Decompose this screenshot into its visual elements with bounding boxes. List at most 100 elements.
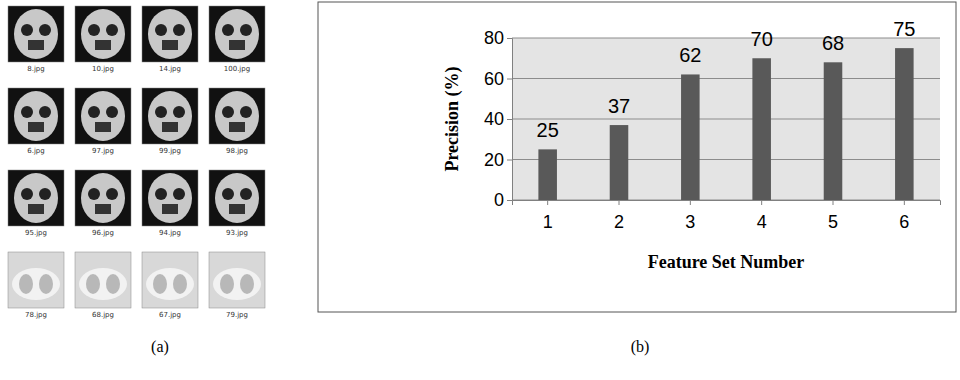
image-caption: 98.jpg <box>226 147 248 155</box>
axis-line <box>507 39 513 201</box>
bars <box>538 48 913 200</box>
image-thumbnail: 14.jpg <box>142 6 198 73</box>
image-frame <box>8 88 64 144</box>
image-orbit <box>88 106 100 118</box>
image-head <box>148 91 192 141</box>
tick-mark <box>904 200 905 205</box>
image-head <box>14 91 58 141</box>
image-orbit <box>39 24 51 36</box>
bar <box>895 48 914 200</box>
image-lung <box>153 274 167 294</box>
image-head <box>215 91 259 141</box>
image-lung <box>173 274 187 294</box>
image-caption: 95.jpg <box>25 229 47 237</box>
image-lung <box>106 274 120 294</box>
image-frame <box>75 88 131 144</box>
tick-mark <box>690 200 691 205</box>
image-frame <box>209 170 265 226</box>
plot-background <box>512 38 940 200</box>
tick: 5 <box>828 200 838 232</box>
image-caption: 6.jpg <box>27 147 45 155</box>
image-body <box>79 268 127 300</box>
bar <box>824 62 843 200</box>
image-orbit <box>39 106 51 118</box>
image-frame <box>75 252 131 308</box>
image-caption: 96.jpg <box>92 229 114 237</box>
image-sinus <box>28 204 44 214</box>
image-orbit <box>240 106 252 118</box>
chart-frame <box>318 2 956 312</box>
image-caption: 68.jpg <box>92 311 114 319</box>
image-frame <box>75 170 131 226</box>
image-orbit <box>88 24 100 36</box>
image-thumbnail: 93.jpg <box>209 170 265 237</box>
panel-label: (a) <box>151 338 169 356</box>
grid-line <box>512 159 940 160</box>
data-label: 75 <box>893 18 915 40</box>
image-orbit <box>155 106 167 118</box>
tick-label: 2 <box>614 212 624 232</box>
grid-line <box>512 78 940 79</box>
image-thumbnail: 95.jpg <box>8 170 64 237</box>
image-orbit <box>240 24 252 36</box>
image-orbit <box>222 188 234 200</box>
image-caption: 94.jpg <box>159 229 181 237</box>
image-frame <box>209 88 265 144</box>
image-head <box>215 173 259 223</box>
image-lung <box>220 274 234 294</box>
tick: 0 <box>494 190 512 210</box>
bar <box>752 58 771 200</box>
image-thumbnail: 100.jpg <box>209 6 265 73</box>
tick-label: 40 <box>484 109 504 129</box>
image-orbit <box>39 188 51 200</box>
image-frame <box>142 170 198 226</box>
image-sinus <box>28 122 44 132</box>
image-sinus <box>95 40 111 50</box>
x-axis: 123456 <box>513 200 941 232</box>
image-thumbnail: 10.jpg <box>75 6 131 73</box>
image-orbit <box>222 106 234 118</box>
tick-label: 60 <box>484 69 504 89</box>
image-orbit <box>173 188 185 200</box>
tick-label: 1 <box>543 212 553 232</box>
image-caption: 93.jpg <box>226 229 248 237</box>
image-orbit <box>88 188 100 200</box>
image-frame <box>209 252 265 308</box>
image-thumbnail: 67.jpg <box>142 252 198 319</box>
image-thumbnail: 99.jpg <box>142 88 198 155</box>
image-thumbnail: 68.jpg <box>75 252 131 319</box>
data-label: 37 <box>608 95 630 117</box>
axis-line <box>513 201 941 206</box>
image-lung <box>86 274 100 294</box>
tick-label: 5 <box>828 212 838 232</box>
image-lung <box>39 274 53 294</box>
tick-label: 80 <box>484 28 504 48</box>
image-caption: 79.jpg <box>226 311 248 319</box>
tick: 1 <box>543 200 553 232</box>
image-body <box>12 268 60 300</box>
image-orbit <box>21 188 33 200</box>
tick-mark <box>833 200 834 205</box>
image-thumbnail: 6.jpg <box>8 88 64 155</box>
tick-label: 0 <box>494 190 504 210</box>
image-orbit <box>155 188 167 200</box>
image-frame <box>142 252 198 308</box>
image-thumbnail: 8.jpg <box>8 6 64 73</box>
image-orbit <box>155 24 167 36</box>
tick-label: 20 <box>484 150 504 170</box>
tick: 6 <box>899 200 909 232</box>
x-axis-title: Feature Set Number <box>648 252 805 272</box>
bar <box>610 125 629 200</box>
image-sinus <box>229 40 245 50</box>
image-frame <box>8 252 64 308</box>
panel-label: (b) <box>631 338 650 356</box>
image-orbit <box>106 188 118 200</box>
image-frame <box>142 6 198 62</box>
image-lung <box>19 274 33 294</box>
image-thumbnail: 97.jpg <box>75 88 131 155</box>
image-body <box>146 268 194 300</box>
tick-mark <box>761 200 762 205</box>
tick-mark <box>619 200 620 205</box>
data-label: 25 <box>537 119 559 141</box>
image-orbit <box>21 106 33 118</box>
